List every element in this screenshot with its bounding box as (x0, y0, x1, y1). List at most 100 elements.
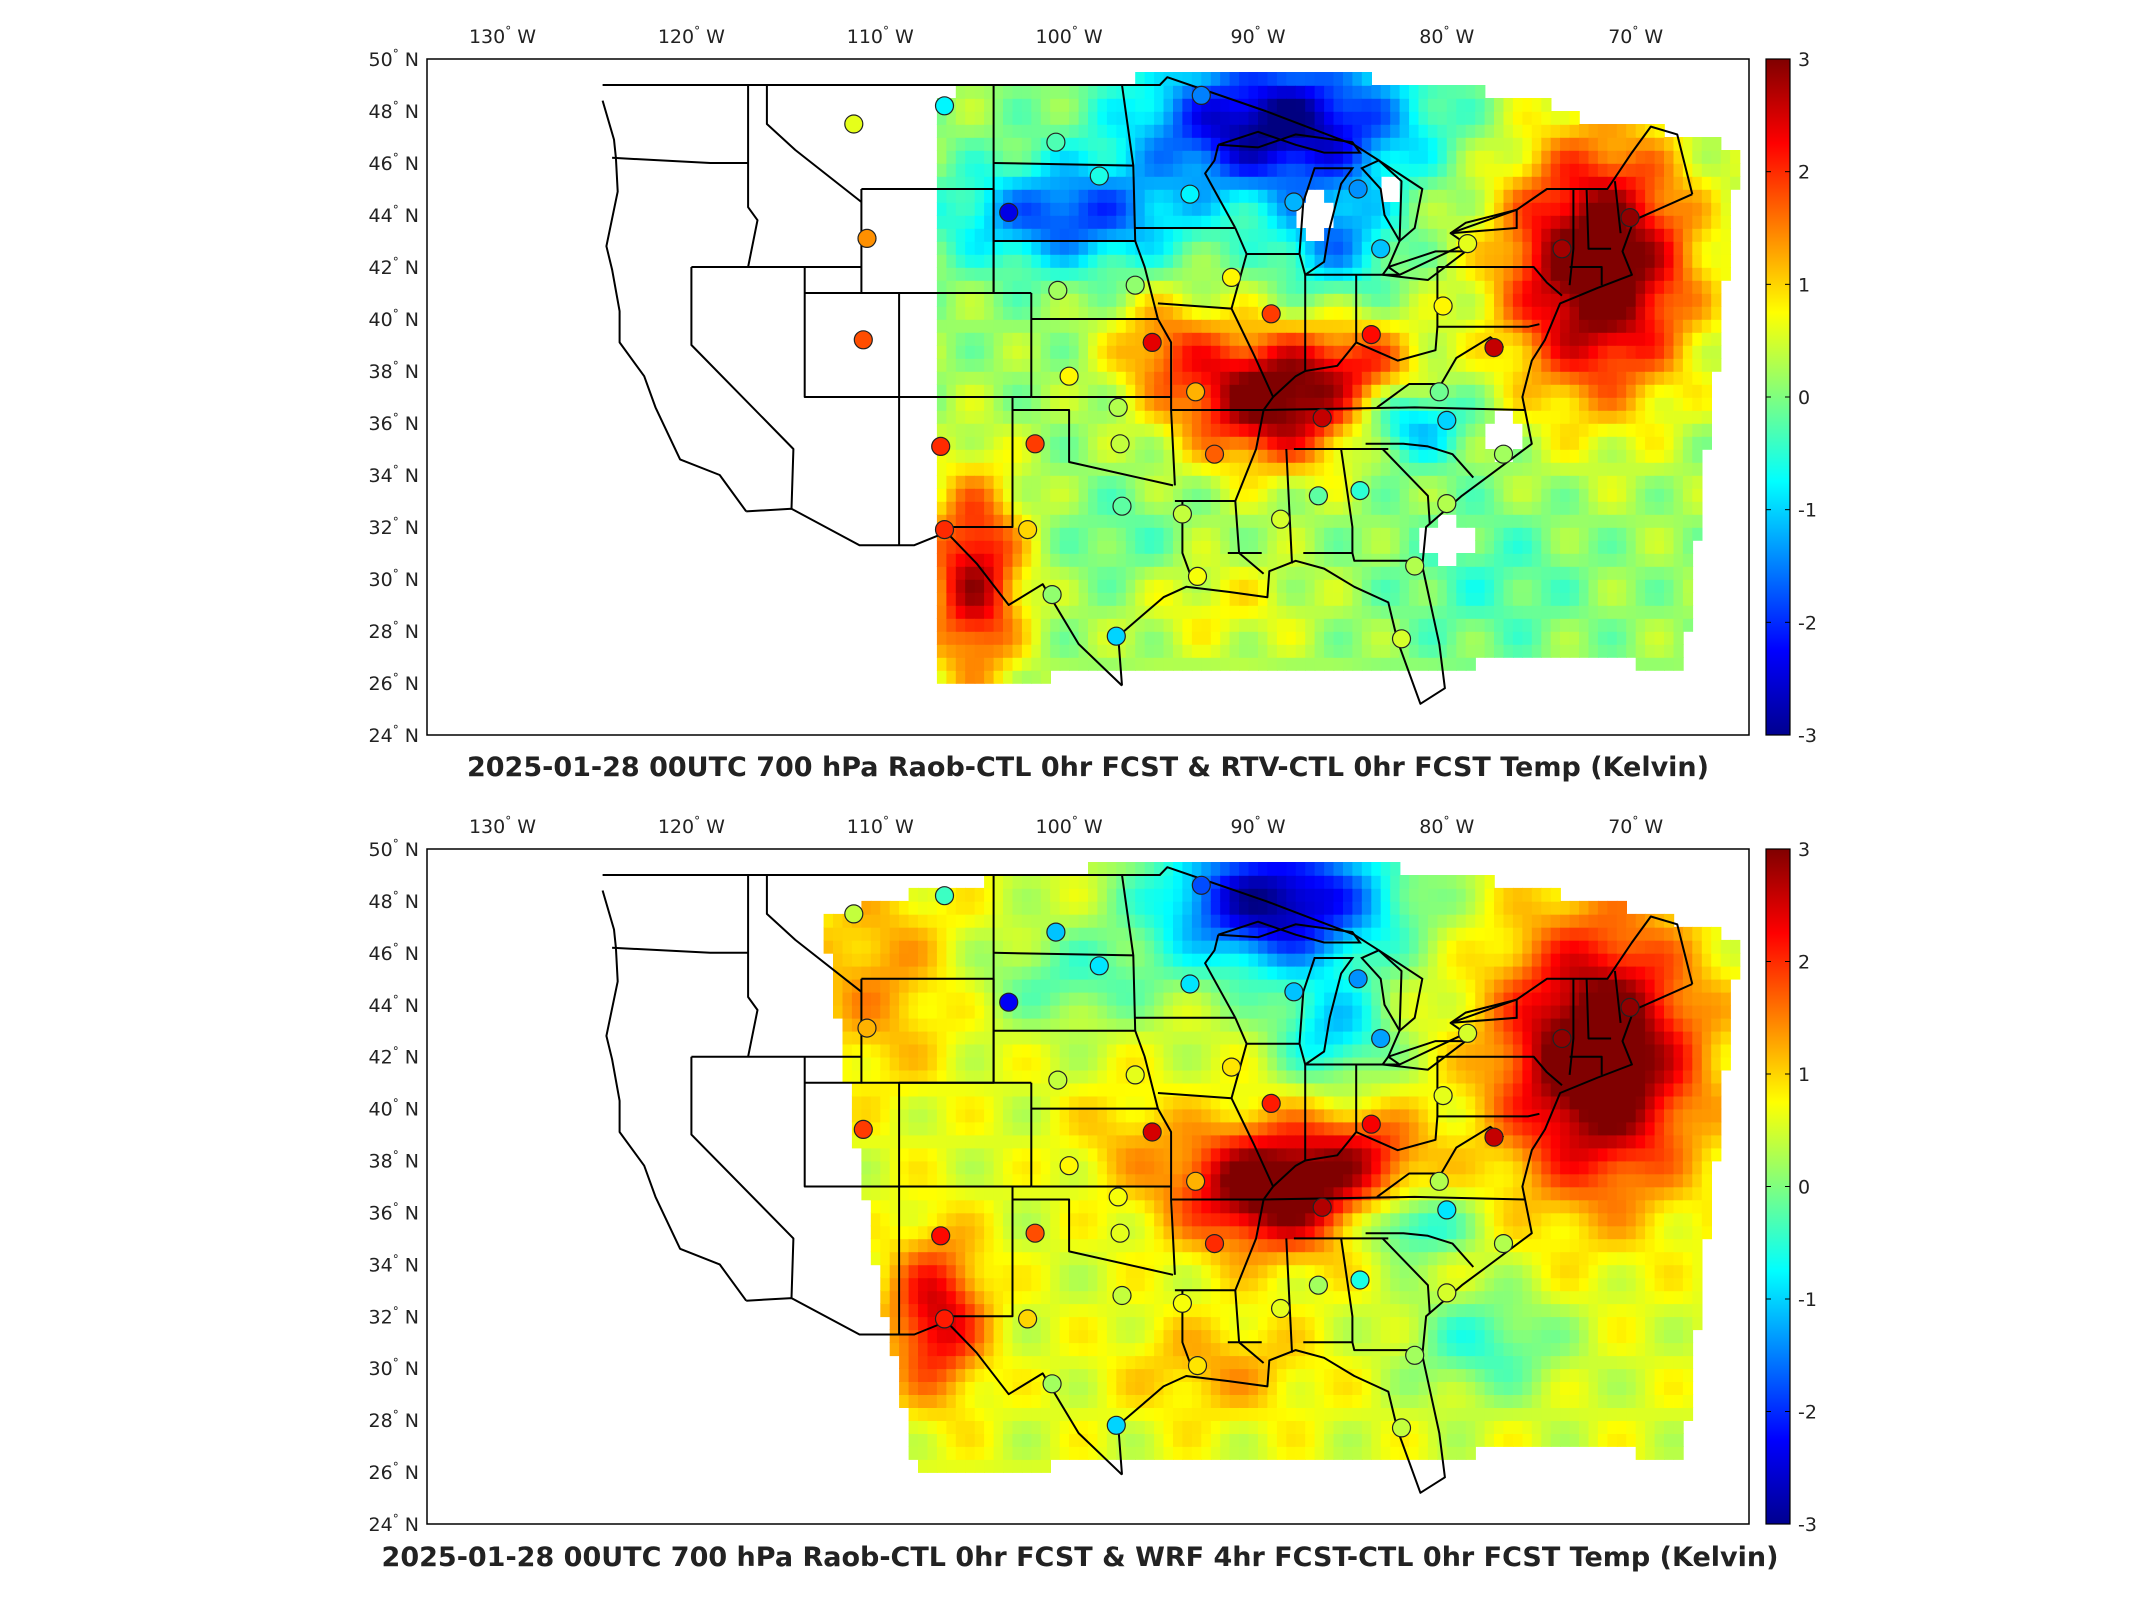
panel-bottom-map: 130° W 120° W 110° W 100° W 90° W 80° W 70° W … (369, 814, 1817, 1573)
raob-station-marker (1437, 410, 1457, 430)
latitude-tick-label: 32° N (369, 1304, 419, 1328)
raob-station-marker (1308, 486, 1329, 506)
colorbar-tick-label: -2 (1798, 612, 1817, 634)
latitude-tick-label: 26° N (369, 1460, 419, 1484)
longitude-tick-label: 130° W (469, 814, 536, 838)
raob-station-marker (1187, 566, 1208, 587)
latitude-tick-label: 36° N (369, 1201, 419, 1225)
latitude-tick-label: 46° N (369, 941, 419, 965)
raob-station-marker (1270, 1298, 1291, 1319)
colorbar-tick-label: 0 (1798, 387, 1810, 409)
panel-top-map: 130° W 120° W 110° W 100° W 90° W 80° W 70° W … (369, 24, 1817, 783)
latitude-tick-label: 48° N (369, 99, 419, 123)
colorbar: 3 2 1 0 -1 -2 -3 (1765, 839, 1817, 1536)
raob-station-marker (1484, 1127, 1504, 1147)
raob-station-marker (1457, 1023, 1478, 1043)
raob-station-marker (934, 886, 955, 906)
raob-station-marker (931, 1226, 951, 1246)
raob-station-marker (1620, 208, 1640, 228)
raob-station-marker (1042, 584, 1062, 605)
latitude-tick-label: 40° N (369, 307, 419, 331)
raob-station-marker (1350, 1270, 1370, 1290)
raob-station-marker (1185, 1171, 1206, 1191)
raob-station-marker (1025, 1223, 1045, 1243)
latitude-tick-label: 44° N (369, 993, 419, 1017)
raob-station-marker (1187, 1355, 1208, 1376)
raob-station-marker (1429, 382, 1449, 402)
longitude-tick-label: 100° W (1036, 814, 1103, 838)
raob-station-marker (1112, 496, 1132, 516)
raob-station-marker (1221, 267, 1242, 287)
colorbar-tick-label: -2 (1798, 1402, 1817, 1424)
latitude-tick-label: 34° N (369, 463, 419, 487)
raob-station-marker (1108, 397, 1128, 417)
raob-station-marker (1261, 1093, 1281, 1114)
raob-station-marker (1493, 444, 1514, 464)
longitude-tick-label: 70° W (1608, 24, 1663, 48)
raob-station-marker (1042, 1374, 1062, 1394)
temperature-difference-field (936, 72, 1741, 684)
longitude-tick-label: 80° W (1419, 814, 1474, 838)
latitude-tick-label: 26° N (369, 671, 419, 695)
raob-station-marker (1172, 1293, 1193, 1313)
latitude-tick-label: 50° N (369, 837, 419, 861)
longitude-tick-label: 90° W (1230, 24, 1285, 48)
raob-station-marker (1204, 444, 1225, 464)
raob-station-marker (1348, 969, 1368, 989)
colorbar-tick-label: -3 (1798, 725, 1817, 747)
raob-station-marker (1059, 1156, 1079, 1176)
raob-station-marker (853, 330, 873, 350)
latitude-tick-label: 28° N (369, 619, 419, 643)
raob-station-marker (1059, 366, 1079, 386)
longitude-labels: 130° W 120° W 110° W 100° W 90° W 80° W 70° W (469, 814, 1663, 838)
raob-station-marker (1371, 1028, 1391, 1049)
raob-station-marker (1089, 956, 1109, 976)
latitude-tick-label: 32° N (369, 515, 419, 539)
latitude-tick-label: 42° N (369, 1045, 419, 1069)
longitude-tick-label: 100° W (1036, 24, 1103, 48)
latitude-tick-label: 38° N (369, 1149, 419, 1173)
raob-station-marker (1180, 184, 1200, 204)
latitude-tick-label: 44° N (369, 203, 419, 227)
raob-station-marker (934, 1309, 955, 1329)
latitude-tick-label: 48° N (369, 889, 419, 913)
raob-station-marker (1025, 434, 1045, 454)
raob-station-marker (1108, 1187, 1128, 1207)
longitude-labels: 130° W 120° W 110° W 100° W 90° W 80° W 70° W (469, 24, 1663, 48)
raob-station-marker (1493, 1233, 1514, 1254)
panel-title: 2025-01-28 00UTC 700 hPa Raob-CTL 0hr FC… (382, 1542, 1779, 1573)
raob-station-marker (1437, 1283, 1457, 1303)
colorbar-tick-label: -3 (1798, 1514, 1817, 1536)
raob-station-marker (1191, 85, 1211, 106)
raob-station-marker (844, 114, 864, 134)
longitude-tick-label: 70° W (1608, 814, 1663, 838)
panel-title: 2025-01-28 00UTC 700 hPa Raob-CTL 0hr FC… (467, 752, 1709, 783)
latitude-tick-label: 46° N (369, 151, 419, 175)
raob-station-marker (1437, 1200, 1457, 1220)
raob-station-marker (1110, 1223, 1130, 1243)
raob-station-marker (1270, 509, 1291, 529)
raob-station-marker (1046, 922, 1066, 942)
raob-station-marker (931, 436, 951, 456)
raob-station-marker (1191, 875, 1211, 895)
raob-station-marker (1361, 1114, 1381, 1134)
raob-station-marker (1125, 1065, 1145, 1085)
colorbar-tick-label: 1 (1798, 1064, 1810, 1086)
longitude-tick-label: 120° W (658, 814, 725, 838)
raob-station-marker (1308, 1275, 1329, 1295)
raob-stations (844, 85, 1640, 649)
latitude-tick-label: 24° N (369, 1512, 419, 1536)
raob-station-marker (1361, 325, 1381, 345)
raob-station-marker (1484, 338, 1504, 358)
raob-station-marker (1348, 179, 1368, 199)
latitude-labels: 50° N 48° N 46° N 44° N 42° N 40° N 38° N 36° N… (369, 47, 419, 747)
raob-station-marker (1172, 504, 1193, 524)
raob-station-marker (1048, 280, 1068, 300)
latitude-tick-label: 28° N (369, 1408, 419, 1432)
raob-station-marker (934, 96, 955, 116)
longitude-tick-label: 130° W (469, 24, 536, 48)
colorbar-tick-label: 3 (1798, 839, 1810, 861)
colorbar-tick-label: 2 (1798, 162, 1810, 184)
raob-station-marker (1221, 1057, 1242, 1077)
